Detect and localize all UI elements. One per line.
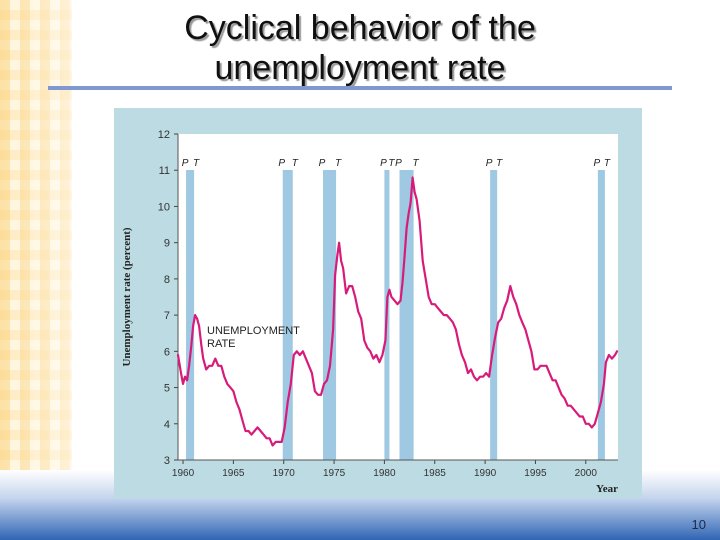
- trough-label-5: T: [496, 158, 503, 169]
- peak-label-3: P: [380, 158, 387, 169]
- slide-title-line2: unemployment rate: [214, 49, 506, 87]
- x-tick-label-1: 1965: [222, 468, 245, 479]
- y-tick-label-4: 7: [164, 310, 170, 322]
- x-axis-label: Year: [596, 483, 618, 495]
- trough-label-2: T: [335, 158, 342, 169]
- x-tick-label-0: 1960: [172, 468, 195, 479]
- y-tick-label-8: 11: [159, 165, 170, 177]
- slide-title: Cyclical behavior of the unemployment ra…: [110, 8, 610, 88]
- recession-band-0: [186, 170, 195, 460]
- trough-label-6: T: [604, 158, 611, 169]
- decorative-stripes-fade: [0, 0, 72, 540]
- trough-label-0: T: [193, 158, 200, 169]
- y-axis-label: Unemployment rate (percent): [121, 227, 133, 366]
- y-tick-label-1: 4: [164, 419, 170, 431]
- annotation-line-1: RATE: [207, 338, 236, 350]
- page-number: 10: [691, 517, 706, 532]
- annotation-line-0: UNEMPLOYMENT: [207, 325, 300, 337]
- recession-band-5: [490, 170, 498, 460]
- title-underline: [48, 86, 672, 90]
- peak-label-6: P: [594, 158, 601, 169]
- y-tick-label-5: 8: [164, 274, 170, 286]
- x-tick-label-2: 1970: [273, 468, 296, 479]
- peak-label-1: P: [278, 158, 285, 169]
- recession-band-2: [322, 170, 337, 460]
- peak-label-0: P: [182, 158, 189, 169]
- x-tick-label-6: 1990: [474, 468, 497, 479]
- y-tick-label-9: 12: [158, 129, 170, 141]
- recession-band-4: [399, 170, 414, 460]
- x-tick-label-4: 1980: [373, 468, 396, 479]
- chart-panel: P T P T P T P T P T P T P T 3 4 5 6 7 8 9 10 11 12 1960 1965 1970 1…: [114, 108, 642, 498]
- recession-band-6: [597, 170, 605, 460]
- trough-label-4: T: [413, 158, 420, 169]
- y-tick-label-7: 10: [158, 201, 170, 213]
- y-tick-label-2: 5: [164, 383, 170, 395]
- y-tick-label-3: 6: [164, 346, 170, 358]
- peak-label-5: P: [486, 158, 493, 169]
- slide-title-line1: Cyclical behavior of the: [184, 9, 536, 47]
- peak-label-2: P: [319, 158, 326, 169]
- x-tick-label-3: 1975: [323, 468, 346, 479]
- plot-area: [178, 134, 618, 460]
- trough-label-3: T: [388, 158, 395, 169]
- x-tick-label-8: 2000: [575, 468, 598, 479]
- peak-label-4: P: [395, 158, 402, 169]
- trough-label-1: T: [292, 158, 299, 169]
- y-tick-label-6: 9: [164, 238, 170, 250]
- unemployment-line: [176, 176, 619, 447]
- x-tick-label-7: 1995: [524, 468, 547, 479]
- y-tick-label-0: 3: [164, 455, 170, 467]
- recession-band-1: [282, 170, 293, 460]
- x-tick-label-5: 1985: [424, 468, 447, 479]
